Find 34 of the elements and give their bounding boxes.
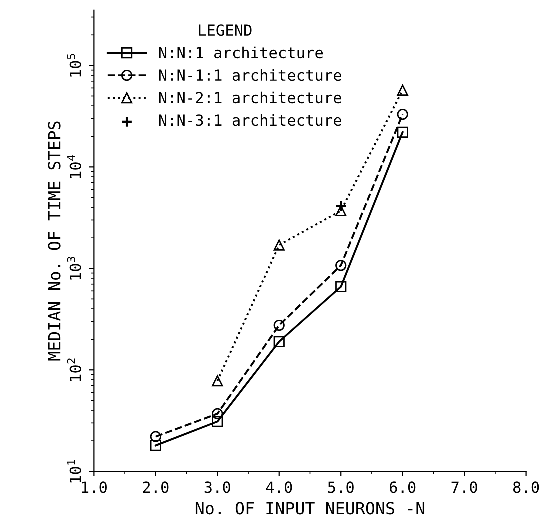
point: [150, 431, 162, 442]
point: [150, 440, 162, 452]
point: [397, 84, 408, 96]
x-tick-label: 8.0: [513, 482, 540, 494]
x-tick-label: 1.0: [82, 482, 107, 494]
point: [397, 108, 408, 120]
x-tick-label: 6.0: [390, 482, 416, 494]
legend-label: N:N:1 architecture: [159, 46, 324, 59]
legend-label: N:N-3:1 architecture: [159, 114, 342, 126]
point: [212, 376, 224, 387]
x-tick-label: 3.0: [204, 482, 230, 494]
point: [212, 416, 224, 428]
legend-label: N:N-1:1 architecture: [159, 69, 342, 82]
point: [397, 126, 408, 138]
point: [336, 260, 347, 272]
y-tick-label: 10$^{3}$: [67, 257, 82, 280]
point: [335, 200, 348, 212]
x-tick-label: 2.0: [143, 482, 169, 494]
y-tick-label: 10$^{4}$: [68, 155, 82, 178]
x-axis-title: No. OF INPUT NEURONS -N: [196, 502, 425, 515]
point: [274, 240, 285, 251]
point: [274, 336, 285, 348]
y-tick-label: 10$^{2}$: [67, 358, 82, 382]
y-tick-label: 10$^{5}$: [68, 54, 82, 77]
legend-label: N:N-2:1 architecture: [159, 92, 342, 104]
x-tick-label: 5.0: [328, 482, 354, 494]
x-tick-label: 4.0: [266, 482, 292, 494]
x-tick-label: 7.0: [452, 482, 478, 494]
legend-title: LEGEND: [199, 24, 252, 36]
point: [336, 281, 347, 293]
point: [274, 320, 285, 332]
y-axis-title: MEDIAN No. OF TIME STEPS: [48, 122, 61, 361]
y-tick-label: 10$^{1}$: [68, 460, 82, 483]
point: [212, 408, 224, 420]
